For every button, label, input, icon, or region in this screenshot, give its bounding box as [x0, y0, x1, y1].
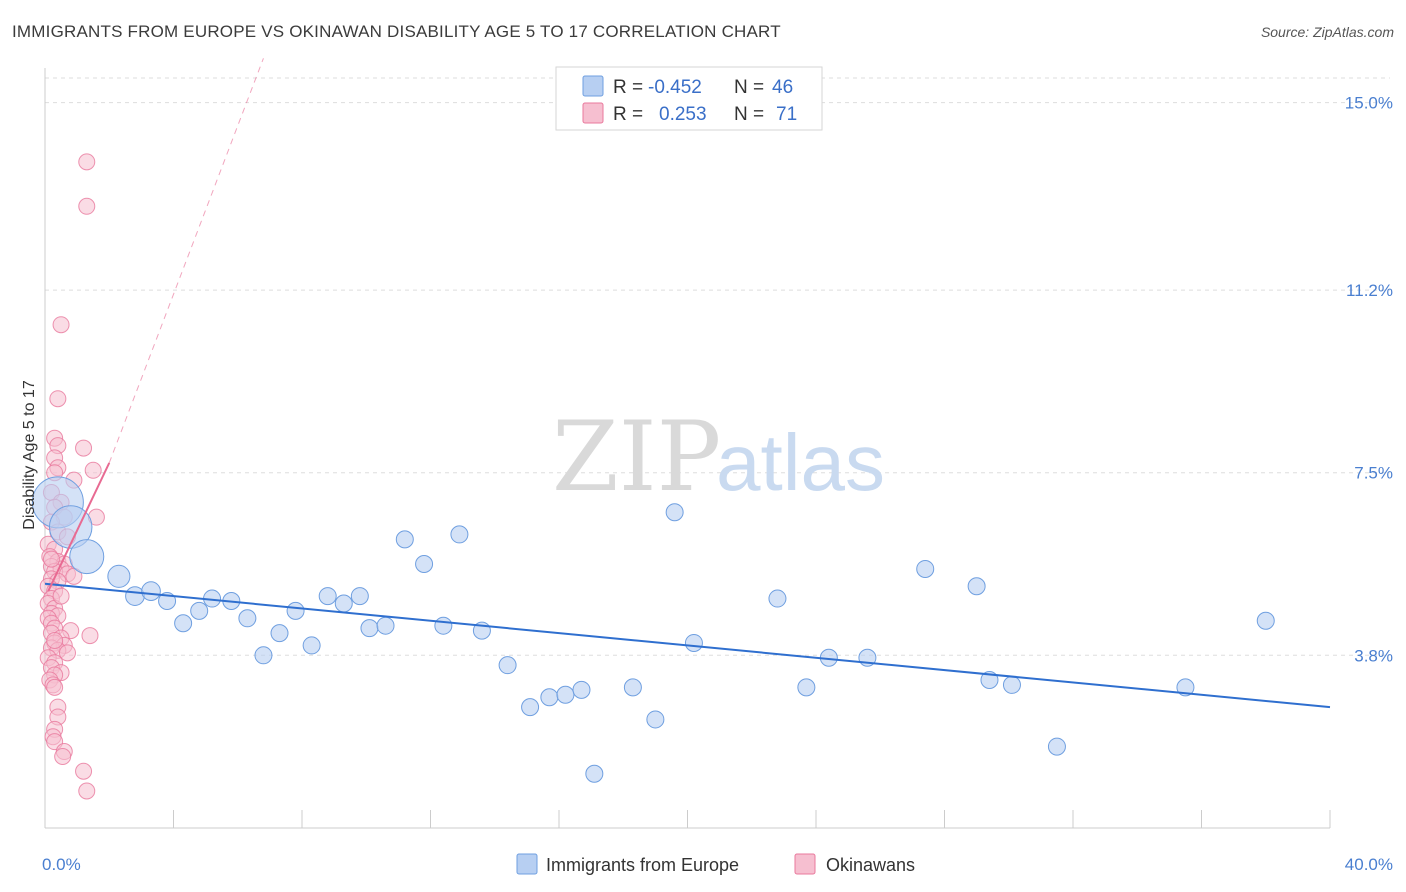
y-tick-label: 7.5%	[1354, 464, 1393, 483]
okinawans-point	[46, 632, 64, 649]
bottom-legend-label-pink: Okinawans	[826, 855, 915, 875]
immigrants-from-europe-point	[318, 587, 337, 606]
legend-n-value-2: 71	[776, 104, 797, 125]
x-tick-label: 0.0%	[42, 855, 81, 874]
okinawans-point	[84, 461, 102, 479]
okinawans-point	[81, 627, 99, 645]
axes	[44, 68, 1331, 829]
watermark: ZIP atlas	[552, 401, 885, 513]
legend-swatch-blue	[582, 75, 604, 97]
legend-r-value-2: 0.253	[659, 104, 707, 125]
immigrants-from-europe-point	[190, 601, 209, 620]
x-tick-labels: 0.0% 40.0%	[42, 855, 1393, 874]
immigrants-from-europe-point	[916, 559, 935, 578]
chart-source: Source: ZipAtlas.com	[1260, 24, 1394, 40]
y-tick-label: 15.0%	[1345, 94, 1393, 113]
gridlines	[45, 77, 1390, 656]
okinawans-point	[78, 153, 96, 171]
immigrants-from-europe-point	[521, 698, 540, 717]
immigrants-from-europe-point	[768, 589, 787, 608]
immigrants-from-europe-point	[1176, 678, 1195, 697]
immigrants-from-europe-point	[1256, 611, 1275, 630]
okinawans-point	[78, 782, 96, 800]
watermark-zip: ZIP	[552, 401, 721, 513]
x-tick-label: 40.0%	[1345, 855, 1393, 874]
okinawans-point	[42, 550, 60, 568]
legend: R = -0.452 N = 46 R = 0.253 N = 71	[555, 66, 823, 131]
legend-n-label-2: N =	[734, 104, 764, 125]
immigrants-from-europe-point	[556, 685, 575, 704]
legend-r-value-1: -0.452	[648, 77, 702, 98]
immigrants-from-europe-point	[69, 539, 105, 575]
immigrants-from-europe-point	[48, 505, 93, 549]
immigrants-from-europe-point	[1047, 737, 1066, 756]
watermark-atlas: atlas	[716, 418, 885, 507]
immigrants-from-europe-point	[585, 764, 604, 783]
immigrants-from-europe-point	[350, 587, 369, 606]
okinawans-point	[46, 678, 64, 696]
legend-r-label-2: R =	[613, 104, 643, 125]
immigrants-from-europe-point	[360, 619, 379, 638]
immigrants-from-europe-point	[415, 555, 434, 574]
okinawans-point	[49, 390, 67, 408]
bottom-legend: Immigrants from Europe Okinawans	[516, 853, 915, 875]
bottom-legend-swatch-pink	[794, 853, 816, 875]
okinawans-trendline-extension	[108, 58, 264, 464]
legend-swatch-pink	[582, 102, 604, 124]
immigrants-from-europe-point	[286, 601, 305, 620]
okinawans-point	[52, 316, 70, 334]
okinawans-point	[75, 762, 93, 780]
immigrants-from-europe-point	[302, 636, 321, 655]
chart-title: IMMIGRANTS FROM EUROPE VS OKINAWAN DISAB…	[12, 22, 781, 41]
immigrants-from-europe-point	[107, 564, 131, 588]
legend-r-label-1: R =	[613, 77, 643, 98]
okinawans-point	[78, 197, 96, 215]
immigrants-from-europe-point	[141, 581, 161, 602]
immigrants-from-europe-point	[540, 688, 559, 707]
legend-n-value-1: 46	[772, 77, 793, 98]
immigrants-from-europe-point	[174, 614, 193, 633]
okinawans-trendline	[47, 462, 111, 592]
immigrants-from-europe-point	[684, 633, 703, 652]
immigrants-from-europe-point	[450, 525, 469, 544]
y-tick-label: 3.8%	[1354, 646, 1393, 665]
y-tick-labels: 3.8% 7.5% 11.2% 15.0%	[1345, 94, 1393, 666]
trendlines	[44, 58, 1331, 709]
okinawans-point	[52, 587, 70, 605]
bottom-legend-label-blue: Immigrants from Europe	[546, 855, 739, 875]
immigrants-from-europe-point	[376, 616, 395, 635]
immigrants-from-europe-point	[254, 646, 273, 665]
okinawans-point	[58, 644, 76, 662]
immigrants-from-europe-point	[1002, 675, 1021, 694]
immigrants-from-europe-trendline	[44, 582, 1331, 709]
immigrants-from-europe-point	[498, 656, 517, 675]
immigrants-from-europe-point	[572, 680, 591, 699]
immigrants-from-europe-point	[334, 594, 353, 613]
okinawans-points	[39, 153, 105, 800]
okinawans-point	[75, 439, 93, 457]
immigrants-from-europe-point	[665, 503, 684, 522]
legend-n-label-1: N =	[734, 77, 764, 98]
immigrants-from-europe-point	[395, 530, 414, 549]
immigrants-from-europe-point	[238, 609, 257, 628]
immigrants-from-europe-points	[31, 476, 1275, 783]
y-tick-label: 11.2%	[1346, 281, 1393, 300]
immigrants-from-europe-point	[270, 624, 289, 643]
y-axis-label: Disability Age 5 to 17	[21, 380, 38, 530]
immigrants-from-europe-point	[623, 678, 642, 697]
immigrants-from-europe-point	[967, 577, 986, 596]
immigrants-from-europe-point	[646, 710, 665, 729]
immigrants-from-europe-point	[797, 678, 816, 697]
okinawans-point	[54, 747, 72, 765]
immigrants-from-europe-point	[434, 616, 453, 635]
bottom-legend-swatch-blue	[516, 853, 538, 875]
